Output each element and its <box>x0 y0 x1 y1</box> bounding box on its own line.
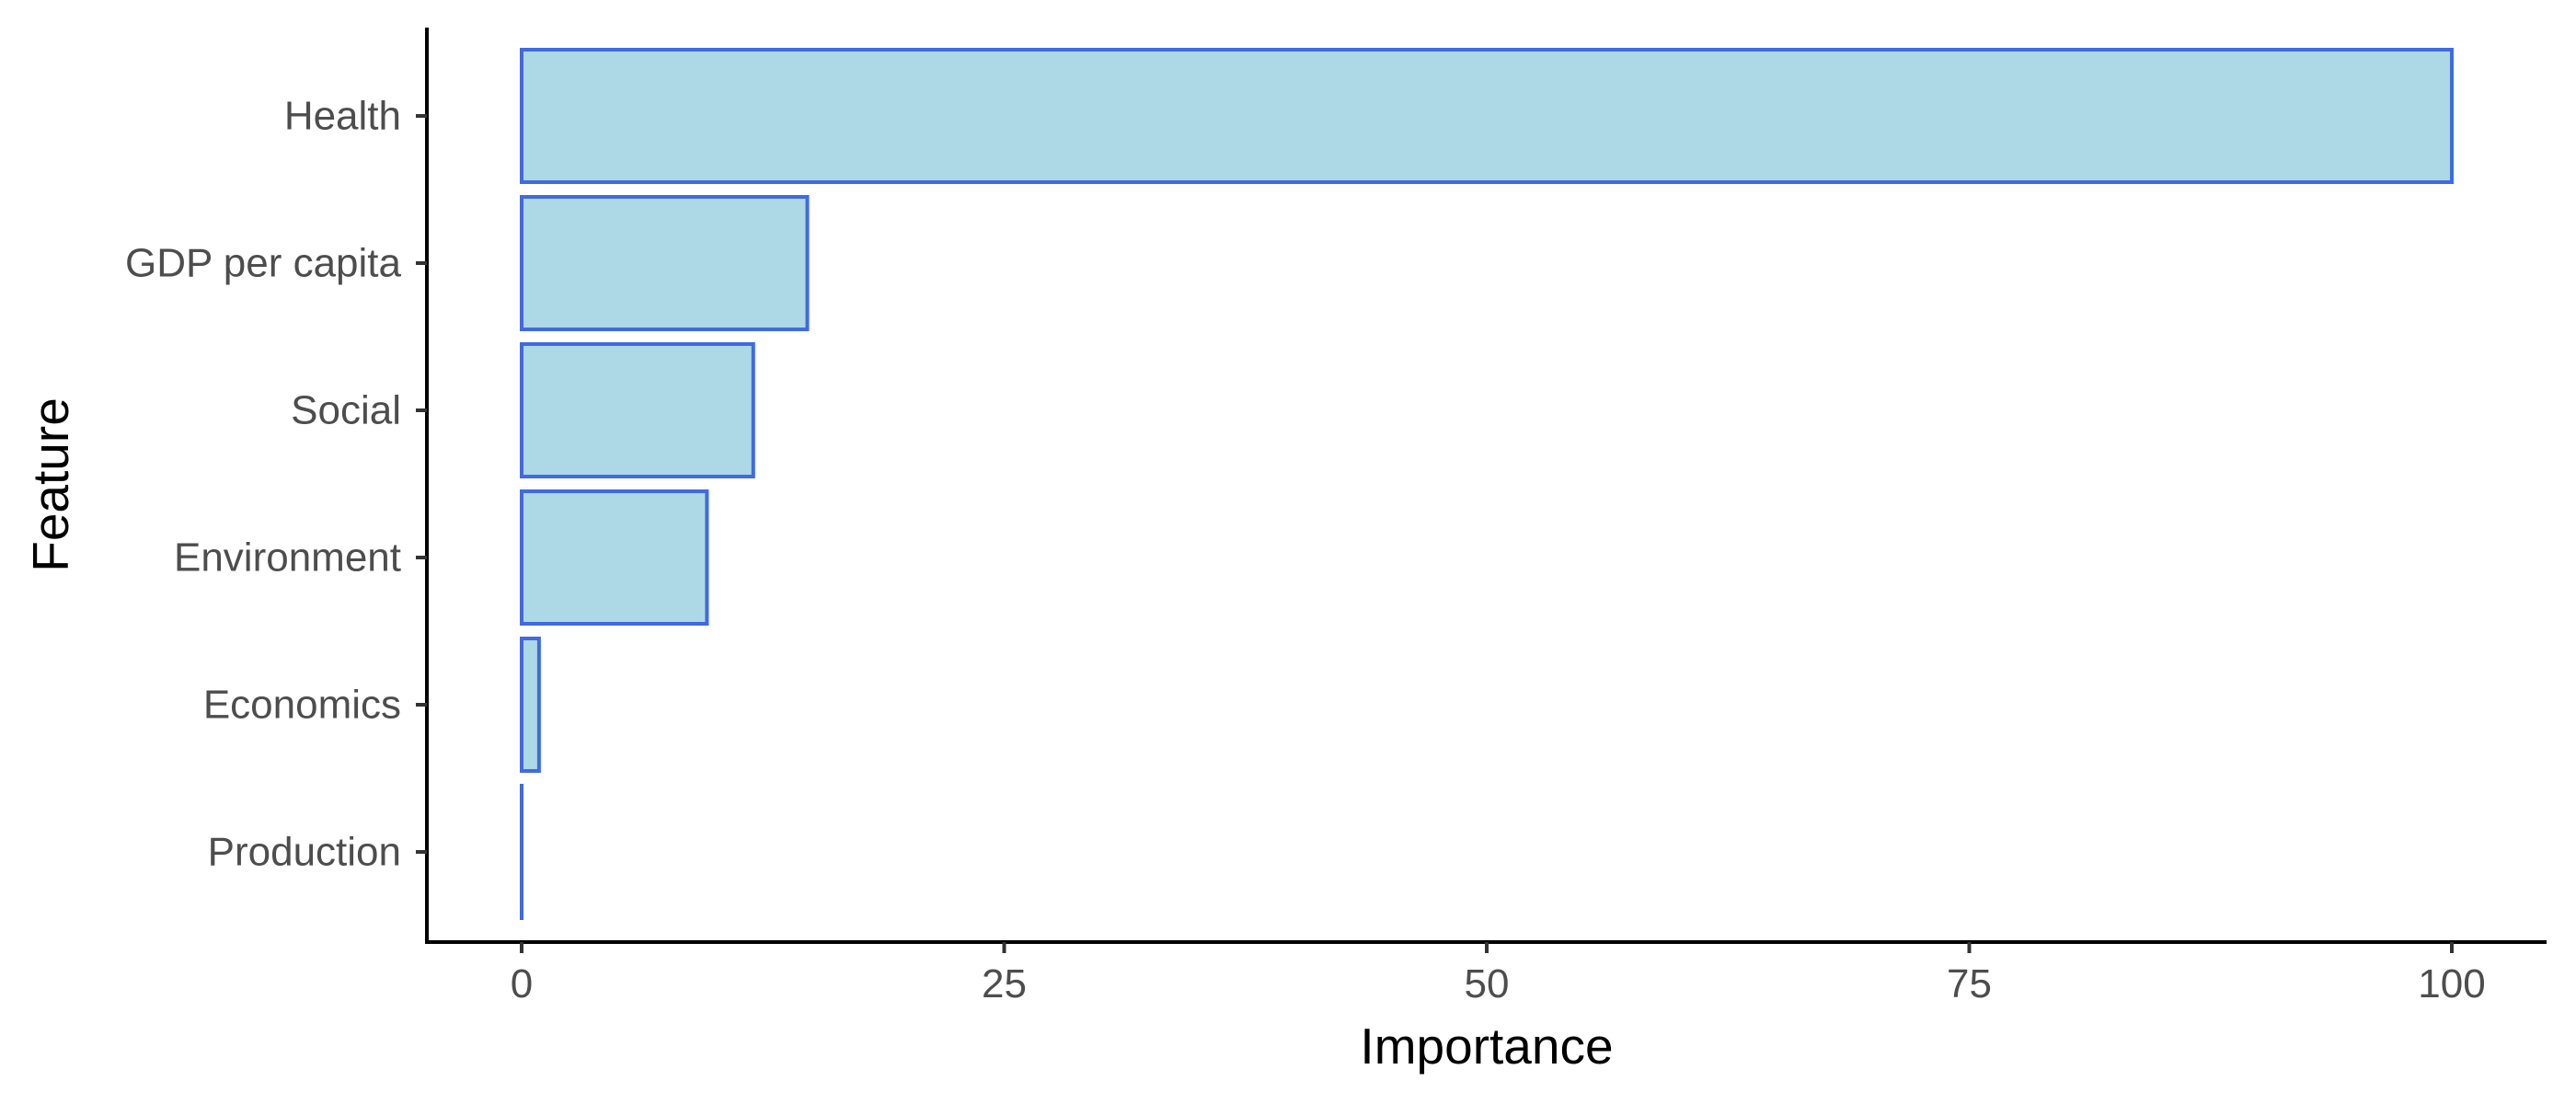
bar-social <box>520 342 755 478</box>
y-tick-label-health: Health <box>284 94 401 139</box>
x-tick-label-100: 100 <box>2418 961 2485 1006</box>
bar-health <box>520 48 2454 184</box>
x-tick-label-50: 50 <box>1465 961 1510 1006</box>
x-tick-label-0: 0 <box>511 961 533 1006</box>
x-ticks-layer: 0 25 50 75 100 <box>511 942 2486 1006</box>
bar-environment <box>520 489 709 626</box>
y-tick-label-economics: Economics <box>203 683 401 728</box>
y-tick-label-gdp-per-capita: GDP per capita <box>125 241 402 286</box>
y-tick-label-environment: Environment <box>174 535 401 581</box>
y-axis-title: Feature <box>22 397 79 572</box>
bar-gdp-per-capita <box>520 195 810 331</box>
bars-layer <box>520 48 2454 920</box>
x-tick-label-75: 75 <box>1947 961 1992 1006</box>
x-axis-title: Importance <box>1360 1018 1613 1075</box>
y-tick-label-production: Production <box>208 830 401 875</box>
y-tick-label-social: Social <box>291 388 401 433</box>
x-tick-label-25: 25 <box>982 961 1027 1006</box>
bar-economics <box>520 637 541 773</box>
y-ticks-layer: Health GDP per capita Social Environment Eco… <box>125 94 427 875</box>
